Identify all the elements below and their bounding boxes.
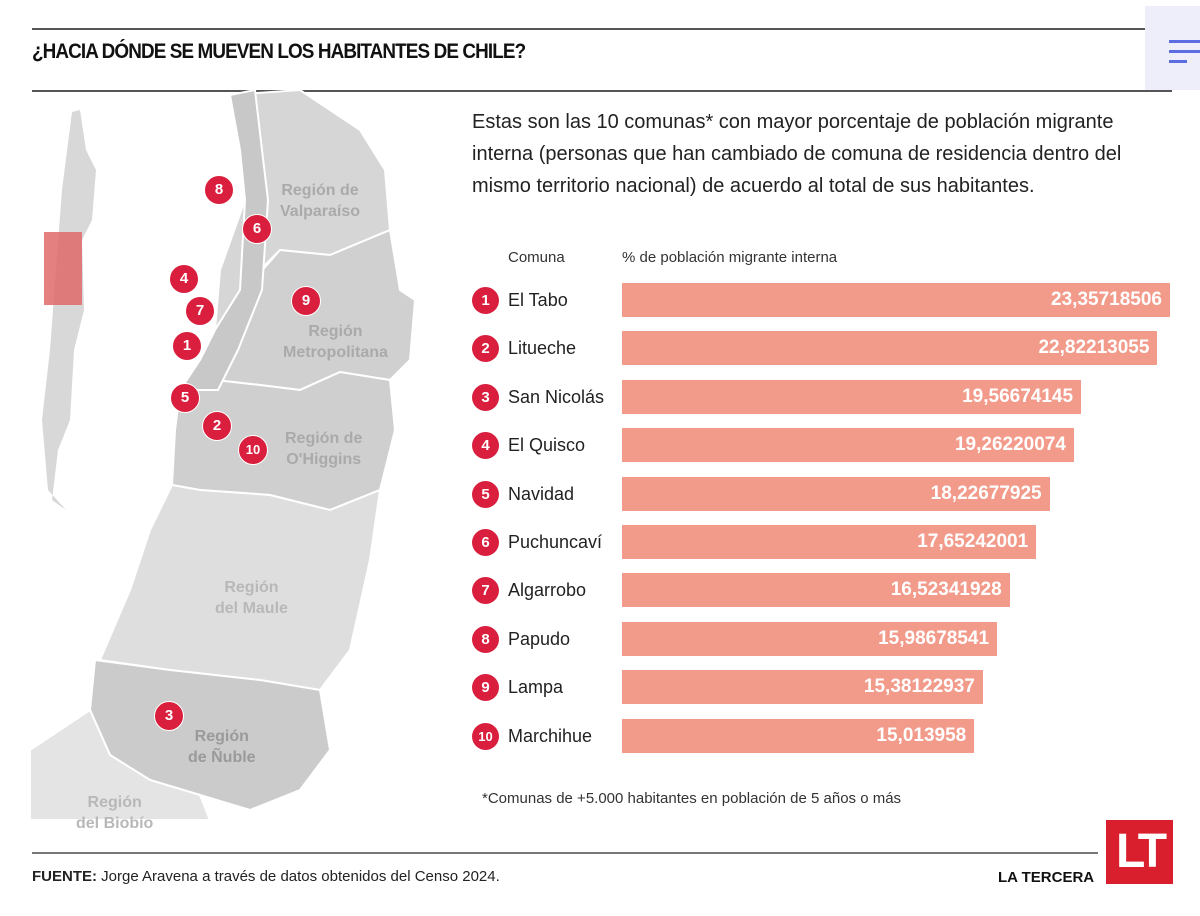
bar: 19,26220074 [622, 428, 1074, 463]
comuna-name: Lampa [508, 677, 564, 698]
title-rule [32, 90, 1172, 92]
region-biobio [29, 708, 212, 821]
comuna-name: El Quisco [508, 435, 586, 456]
bar: 22,82213055 [622, 331, 1158, 366]
comuna-name: Marchihue [508, 725, 593, 746]
map-marker-4: 4 [169, 264, 199, 294]
source-credit: FUENTE: Jorge Aravena a través de datos … [32, 868, 500, 885]
comuna-name: El Tabo [508, 290, 568, 310]
column-header-percent: % de población migrante interna [622, 249, 838, 266]
bar: 23,35718506 [622, 283, 1170, 317]
brand-name: LA TERCERA [998, 869, 1095, 886]
map-marker-8: 8 [204, 175, 234, 205]
bar: 15,98678541 [622, 621, 998, 656]
intro-text: Estas son las 10 comunas* con mayor porc… [472, 111, 1122, 197]
map-marker-1: 1 [172, 331, 202, 361]
bar-value-label: 18,22677925 [930, 482, 1042, 504]
bar-value-label: 22,82213055 [1038, 337, 1150, 359]
bar-value-label: 15,38122937 [863, 676, 975, 698]
bar: 19,56674145 [622, 379, 1082, 414]
region-label-maule: Región del Maule [215, 579, 288, 617]
rank-badge: 7 [472, 577, 499, 605]
region-label-valparaiso: Región de Valparaíso [280, 182, 361, 220]
rank-badge: 4 [472, 432, 499, 460]
bottom-rule [32, 852, 1098, 854]
la-tercera-logo: LT [1106, 820, 1173, 884]
rank-badge: 2 [472, 335, 499, 363]
bar-value-label: 15,98678541 [878, 627, 990, 649]
map-marker-10: 10 [238, 435, 268, 465]
region-label-biobio: Región del Biobío [76, 794, 154, 832]
chile-outline [42, 110, 96, 510]
bar-value-label: 19,56674145 [962, 385, 1074, 407]
bar-value-label: 15,013958 [876, 724, 967, 746]
bar: 15,38122937 [622, 670, 983, 705]
coastal-strip [178, 88, 270, 391]
comuna-name: Papudo [508, 628, 571, 649]
map-marker-2: 2 [202, 411, 232, 441]
comuna-name: San Nicolás [508, 386, 605, 407]
footnote: *Comunas de +5.000 habitantes en poblaci… [482, 790, 902, 807]
rank-badge: 6 [472, 529, 499, 556]
page-title: ¿HACIA DÓNDE SE MUEVEN LOS HABITANTES DE… [32, 40, 526, 63]
bar: 18,22677925 [622, 476, 1050, 511]
map: Región de Valparaíso Región Metropolitana … [0, 88, 440, 835]
bar: 17,65242001 [622, 525, 1037, 559]
map-marker-5: 5 [170, 383, 200, 413]
top-rule [32, 28, 1172, 30]
column-header-comuna: Comuna [508, 249, 565, 266]
comuna-name: Litueche [508, 338, 577, 359]
bar: 15,013958 [622, 718, 975, 753]
bar-value-label: 23,35718506 [1051, 289, 1162, 310]
rank-badge: 10 [472, 722, 499, 750]
menu-button[interactable] [1145, 6, 1200, 90]
rank-badge: 1 [472, 287, 499, 314]
region-map [29, 88, 417, 821]
bar: 16,52341928 [622, 573, 1010, 608]
map-marker-7: 7 [185, 296, 215, 326]
rank-badge: 9 [472, 674, 499, 702]
rank-badge: 3 [472, 383, 499, 411]
rank-badge: 8 [472, 625, 499, 653]
region-label-ohiggins: Región de O'Higgins [285, 430, 363, 468]
rank-badge: 5 [472, 480, 499, 508]
comuna-name: Navidad [508, 483, 575, 504]
comuna-name: Puchuncaví [508, 532, 603, 552]
region-label-metropolitana: Región Metropolitana [283, 323, 388, 361]
region-maule [98, 483, 382, 692]
bar-value-label: 16,52341928 [890, 579, 1002, 601]
map-marker-6: 6 [242, 214, 272, 244]
map-marker-3: 3 [154, 701, 184, 731]
bar-value-label: 17,65242001 [917, 531, 1029, 552]
comuna-name: Algarrobo [508, 580, 587, 601]
map-marker-9: 9 [291, 286, 321, 316]
bar-value-label: 19,26220074 [954, 434, 1066, 456]
highlight-area [44, 232, 82, 305]
region-label-nuble: Región de Ñuble [188, 728, 256, 766]
